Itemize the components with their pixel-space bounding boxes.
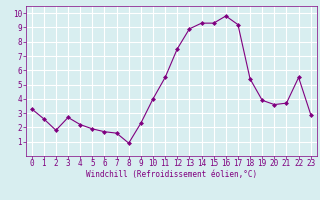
X-axis label: Windchill (Refroidissement éolien,°C): Windchill (Refroidissement éolien,°C) bbox=[86, 170, 257, 179]
